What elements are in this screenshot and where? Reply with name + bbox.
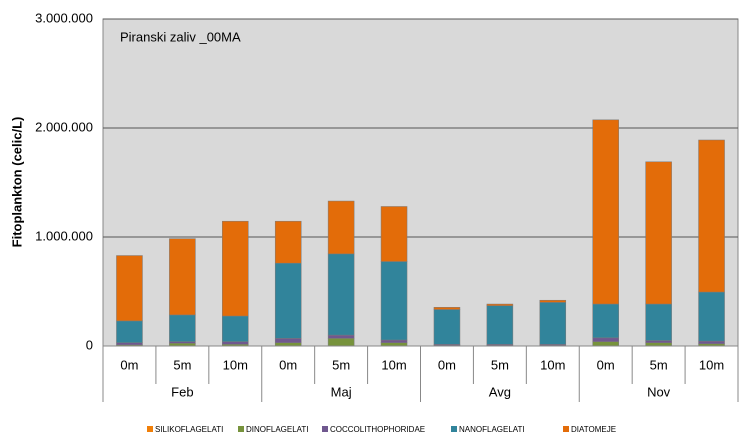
bar-segment bbox=[698, 139, 725, 293]
group-label: Nov bbox=[647, 384, 671, 399]
bar-segment bbox=[486, 303, 514, 306]
bar-segment bbox=[539, 302, 567, 345]
legend-label: NANOFLAGELATI bbox=[459, 425, 525, 434]
legend-label: DIATOMEJE bbox=[571, 425, 616, 434]
x-tick-label: 5m bbox=[332, 357, 350, 372]
bar-segment bbox=[222, 315, 249, 342]
annotation: Piranski zaliv _00MA bbox=[120, 29, 241, 44]
legend-swatch bbox=[451, 426, 457, 432]
bar-segment bbox=[116, 320, 143, 343]
legend-label: COCCOLITHOPHORIDAE bbox=[330, 425, 425, 434]
legend-swatch bbox=[322, 426, 328, 432]
y-tick-label: 1.000.000 bbox=[35, 228, 93, 243]
bar-segment bbox=[592, 341, 619, 347]
x-tick-label: 0m bbox=[279, 357, 297, 372]
bar-segment bbox=[592, 303, 619, 339]
bar-segment bbox=[380, 206, 408, 262]
bar-segment bbox=[116, 342, 143, 346]
bar-segment bbox=[222, 220, 249, 317]
legend-swatch bbox=[238, 426, 244, 432]
bar-segment bbox=[645, 161, 672, 305]
bar-segment bbox=[380, 261, 408, 341]
bar-segment bbox=[327, 253, 355, 336]
bar-segment bbox=[327, 334, 355, 339]
y-tick-label: 3.000.000 bbox=[35, 10, 93, 25]
bar-segment bbox=[222, 341, 249, 345]
x-tick-label: 10m bbox=[223, 357, 248, 372]
legend-swatch bbox=[563, 426, 569, 432]
y-tick-label: 2.000.000 bbox=[35, 119, 93, 134]
group-label: Feb bbox=[171, 384, 193, 399]
bar-segment bbox=[645, 303, 672, 341]
x-tick-label: 10m bbox=[381, 357, 406, 372]
y-tick-label: 0 bbox=[86, 337, 93, 352]
bar-segment bbox=[327, 338, 355, 347]
legend-label: SILIKOFLAGELATI bbox=[155, 425, 223, 434]
bar-segment bbox=[169, 238, 196, 316]
group-label: Avg bbox=[489, 384, 511, 399]
legend-label: DINOFLAGELATI bbox=[246, 425, 309, 434]
bar-segment bbox=[274, 338, 302, 343]
bar-segment bbox=[645, 340, 672, 343]
bar-segment bbox=[433, 309, 461, 345]
bar-segment bbox=[116, 255, 143, 322]
bar-segment bbox=[327, 200, 355, 255]
x-tick-label: 5m bbox=[650, 357, 668, 372]
bar-segment bbox=[698, 340, 725, 345]
bar-segment bbox=[592, 337, 619, 342]
bar-segment bbox=[433, 307, 461, 310]
bar-segment bbox=[274, 262, 302, 339]
x-tick-label: 0m bbox=[438, 357, 456, 372]
x-tick-label: 0m bbox=[120, 357, 138, 372]
bar-segment bbox=[486, 305, 514, 345]
bar-segment bbox=[169, 314, 196, 342]
group-label: Maj bbox=[331, 384, 352, 399]
bar-segment bbox=[274, 220, 302, 264]
bar-segment bbox=[698, 291, 725, 342]
x-tick-label: 5m bbox=[491, 357, 509, 372]
bar-segment bbox=[539, 299, 567, 303]
x-tick-label: 10m bbox=[699, 357, 724, 372]
legend-swatch bbox=[147, 426, 153, 432]
x-tick-label: 0m bbox=[597, 357, 615, 372]
x-tick-label: 10m bbox=[540, 357, 565, 372]
bar-segment bbox=[592, 119, 619, 305]
bar-segment bbox=[380, 339, 408, 343]
plot-area bbox=[102, 18, 739, 347]
x-tick-label: 5m bbox=[173, 357, 191, 372]
y-axis-label: Fitoplankton (celic/L) bbox=[9, 117, 24, 248]
